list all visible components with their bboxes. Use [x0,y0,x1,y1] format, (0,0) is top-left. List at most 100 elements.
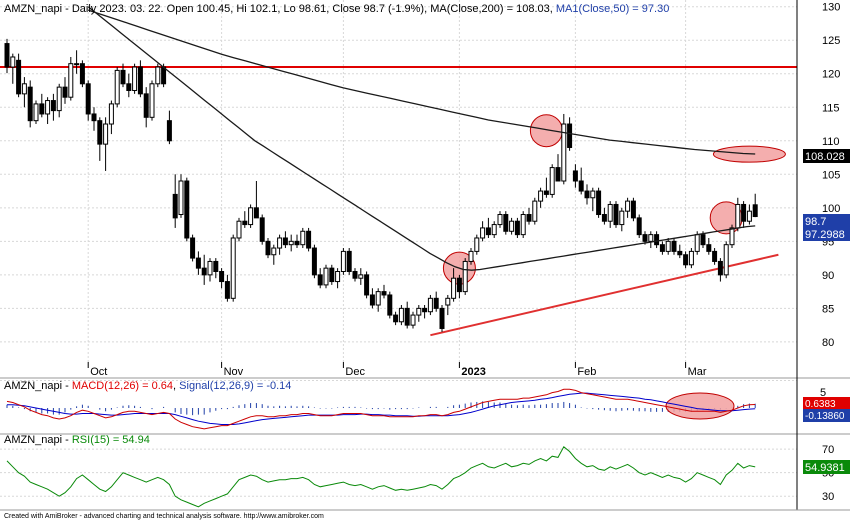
candle [613,201,619,228]
rsi-value-label: 54.9381 [803,460,850,474]
candle [21,77,27,108]
candle-body [242,220,248,226]
candle [195,251,201,275]
price-plot [0,6,797,337]
candle-body [224,281,230,299]
candle-body [422,307,428,313]
candle [468,248,474,265]
price-axis-tick: 115 [822,102,840,114]
ma50-line [87,6,756,271]
candle [462,258,468,295]
candle-body [103,123,109,145]
candle [381,284,387,299]
candle [137,60,143,98]
ma50-value-label: 97.2988 [803,227,850,241]
candle-body [485,227,491,236]
candle [323,264,329,289]
candle [393,311,399,326]
close-value-text: 98.7 [805,216,826,228]
candle-body [538,190,544,202]
candle [746,204,752,225]
candle [172,174,178,228]
candle [688,248,694,269]
candle [422,305,428,319]
candle-body [393,314,399,323]
candle-body [369,294,375,306]
candle-body [346,250,352,272]
candle [665,237,671,255]
price-axis-tick: 130 [822,2,840,14]
candle [474,234,480,255]
candle-body [694,234,700,252]
candle [178,174,184,218]
candle-body [671,240,677,252]
candle-body [364,274,370,296]
candle [619,207,625,232]
candle-body [248,207,254,226]
candle-body [445,297,451,306]
price-axis-tick: 100 [822,203,840,215]
candle [526,207,532,225]
candle [288,234,294,252]
candle [358,268,364,285]
candle-body [555,167,561,182]
candle [625,197,631,218]
price-header-ma200: MA(Close,200) = 108.03 [430,3,550,15]
month-tick-label: Oct [90,366,107,378]
candle [39,93,45,118]
macd-header-symbol: AMZN_napi [4,380,62,392]
candle [346,248,352,275]
candle-body [329,267,335,283]
price-header-sep: - [62,3,72,15]
candle [33,100,39,125]
candle-body [10,56,16,68]
candle [398,305,404,326]
macd-value-label: 0.6383 [803,397,850,410]
candle-body [427,297,433,313]
candle [451,268,457,302]
candle-body [97,120,103,145]
candle-body [706,244,712,252]
candle-body [584,190,590,199]
candle-body [642,234,648,242]
candle [520,211,526,238]
rsi-axis-tick: 30 [822,491,834,503]
candle [480,221,486,242]
candle [4,38,10,74]
candle [555,154,561,182]
rsi-axis-tick: 70 [822,444,834,456]
price-axis-tick: 90 [822,270,834,282]
month-tick-label: Nov [224,366,244,378]
candle [45,97,51,125]
candle-body [526,214,532,222]
candle-body [404,307,410,326]
candle [654,231,660,249]
candle [439,305,445,332]
candle-body [741,203,747,222]
candle [584,184,590,205]
candle-body [126,83,132,91]
candle-body [137,66,143,95]
candle [79,60,85,88]
candle [456,274,462,299]
candle [561,113,567,185]
candle [224,274,230,302]
candle-body [195,257,201,269]
candle-body [497,214,503,226]
rsi-line [6,446,756,508]
candle-body [636,217,642,236]
candle [497,211,503,228]
candle-body [172,193,178,219]
candle-body [723,244,729,276]
candle-body [729,227,735,246]
candle [190,234,196,262]
candle [485,217,491,238]
candle-body [108,103,114,125]
highlight-ellipse [529,114,563,148]
candle-body [68,63,74,98]
signal-value-text: -0.13860 [805,411,845,422]
candle [752,193,758,218]
